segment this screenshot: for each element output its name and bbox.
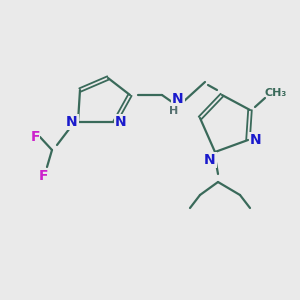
Text: F: F xyxy=(30,130,40,144)
Text: N: N xyxy=(204,153,216,167)
Text: N: N xyxy=(172,92,184,106)
Text: CH₃: CH₃ xyxy=(265,88,287,98)
Text: N: N xyxy=(250,133,262,147)
Text: N: N xyxy=(66,115,78,129)
Text: H: H xyxy=(169,106,178,116)
Text: N: N xyxy=(115,115,127,129)
Text: F: F xyxy=(39,169,49,183)
